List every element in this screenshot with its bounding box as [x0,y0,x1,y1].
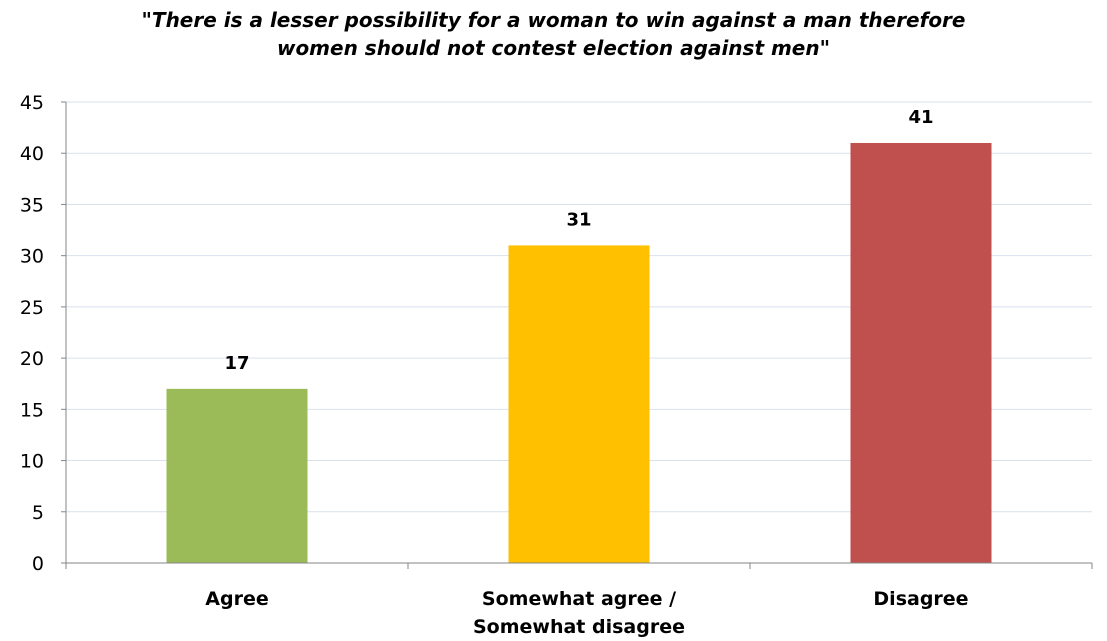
chart-title-line-1: "There is a lesser possibility for a wom… [141,8,966,32]
data-label: 17 [224,353,249,374]
y-tick-label: 35 [20,194,44,216]
x-category-label: Somewhat disagree [473,616,685,638]
data-label: 31 [566,209,591,230]
x-category-label: Somewhat agree / [482,588,676,610]
y-tick-label: 25 [20,297,44,319]
axes [61,101,1093,569]
labels: 0 5 10 15 20 25 30 35 40 45 17 Agree 31 Somewhat agre… [20,92,969,638]
y-tick-label: 20 [20,348,44,370]
y-tick-label: 45 [20,92,44,114]
chart-title: "There is a lesser possibility for a wom… [0,6,1107,62]
bars [166,142,992,563]
bar [850,142,992,563]
y-tick-label: 15 [20,399,44,421]
x-category-label: Disagree [873,588,968,610]
y-tick-label: 5 [32,502,44,524]
x-category-label: Agree [205,588,268,610]
bar [508,245,650,563]
y-tick-label: 0 [32,553,44,575]
y-tick-label: 40 [20,143,44,165]
chart-title-line-2: women should not contest election agains… [276,36,831,60]
data-label: 41 [908,107,933,128]
y-tick-label: 10 [20,451,44,473]
y-tick-label: 30 [20,246,44,268]
bar [166,388,308,563]
